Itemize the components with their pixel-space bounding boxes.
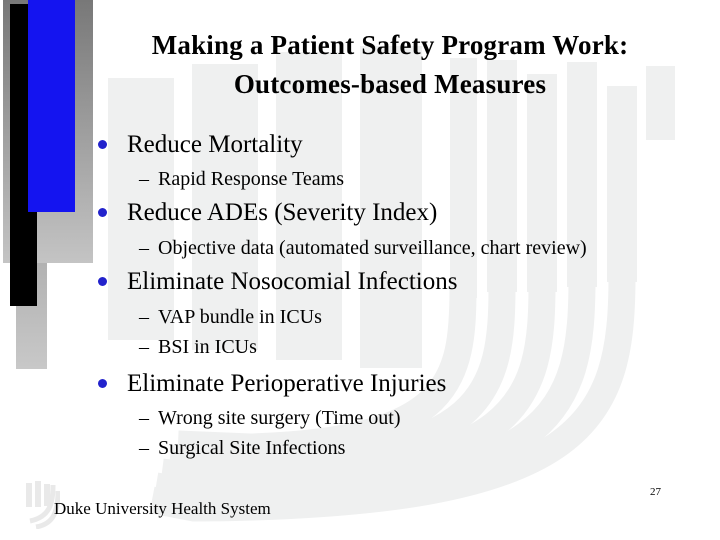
sub-dash: – — [139, 336, 149, 358]
bullet-item: Reduce Mortality — [88, 128, 708, 162]
sub-dash: – — [139, 168, 149, 190]
slide-title: Making a Patient Safety Program Work: Ou… — [90, 26, 690, 104]
bullet-text: Eliminate Nosocomial Infections — [127, 268, 458, 295]
bullet-text: Eliminate Perioperative Injuries — [127, 370, 447, 397]
bullet-item: Reduce ADEs (Severity Index) — [88, 196, 708, 230]
sub-dash: – — [139, 237, 149, 259]
footer-text: Duke University Health System — [54, 499, 271, 518]
bullet-icon — [98, 140, 107, 149]
sub-bullet-text: Rapid Response Teams — [158, 168, 344, 190]
sub-bullet-text: VAP bundle in ICUs — [158, 306, 322, 328]
sub-dash: – — [139, 407, 149, 429]
sub-bullet-item: – Wrong site surgery (Time out) — [88, 403, 708, 433]
sub-bullet-text: Wrong site surgery (Time out) — [158, 407, 401, 429]
page-number: 27 — [650, 486, 661, 498]
sub-bullet-item: – BSI in ICUs — [88, 332, 708, 362]
slide-title-line-2: Outcomes-based Measures — [233, 69, 547, 99]
sub-bullet-item: – Surgical Site Infections — [88, 433, 708, 463]
slide-title-line-1: Making a Patient Safety Program Work: — [151, 30, 629, 60]
sub-dash: – — [139, 437, 149, 459]
bullet-text: Reduce Mortality — [127, 131, 303, 158]
bullet-icon — [98, 379, 107, 388]
bullet-text: Reduce ADEs (Severity Index) — [127, 199, 438, 226]
sub-bullet-text: Surgical Site Infections — [158, 437, 346, 459]
bullet-icon — [98, 277, 107, 286]
sub-bullet-item: – Objective data (automated surveillance,… — [88, 233, 708, 263]
bullet-item: Eliminate Nosocomial Infections — [88, 265, 708, 299]
sub-dash: – — [139, 306, 149, 328]
accent-blue-bar — [28, 0, 75, 212]
sub-bullet-item: – VAP bundle in ICUs — [88, 302, 708, 332]
bullet-item: Eliminate Perioperative Injuries — [88, 367, 708, 401]
sub-bullet-text: BSI in ICUs — [158, 336, 257, 358]
bullet-list: Reduce Mortality – Rapid Response Teams R… — [88, 128, 708, 463]
bullet-icon — [98, 208, 107, 217]
sub-bullet-item: – Rapid Response Teams — [88, 164, 708, 194]
sub-bullet-text: Objective data (automated surveillance, … — [158, 237, 587, 259]
duke-logo-icon — [26, 481, 60, 529]
